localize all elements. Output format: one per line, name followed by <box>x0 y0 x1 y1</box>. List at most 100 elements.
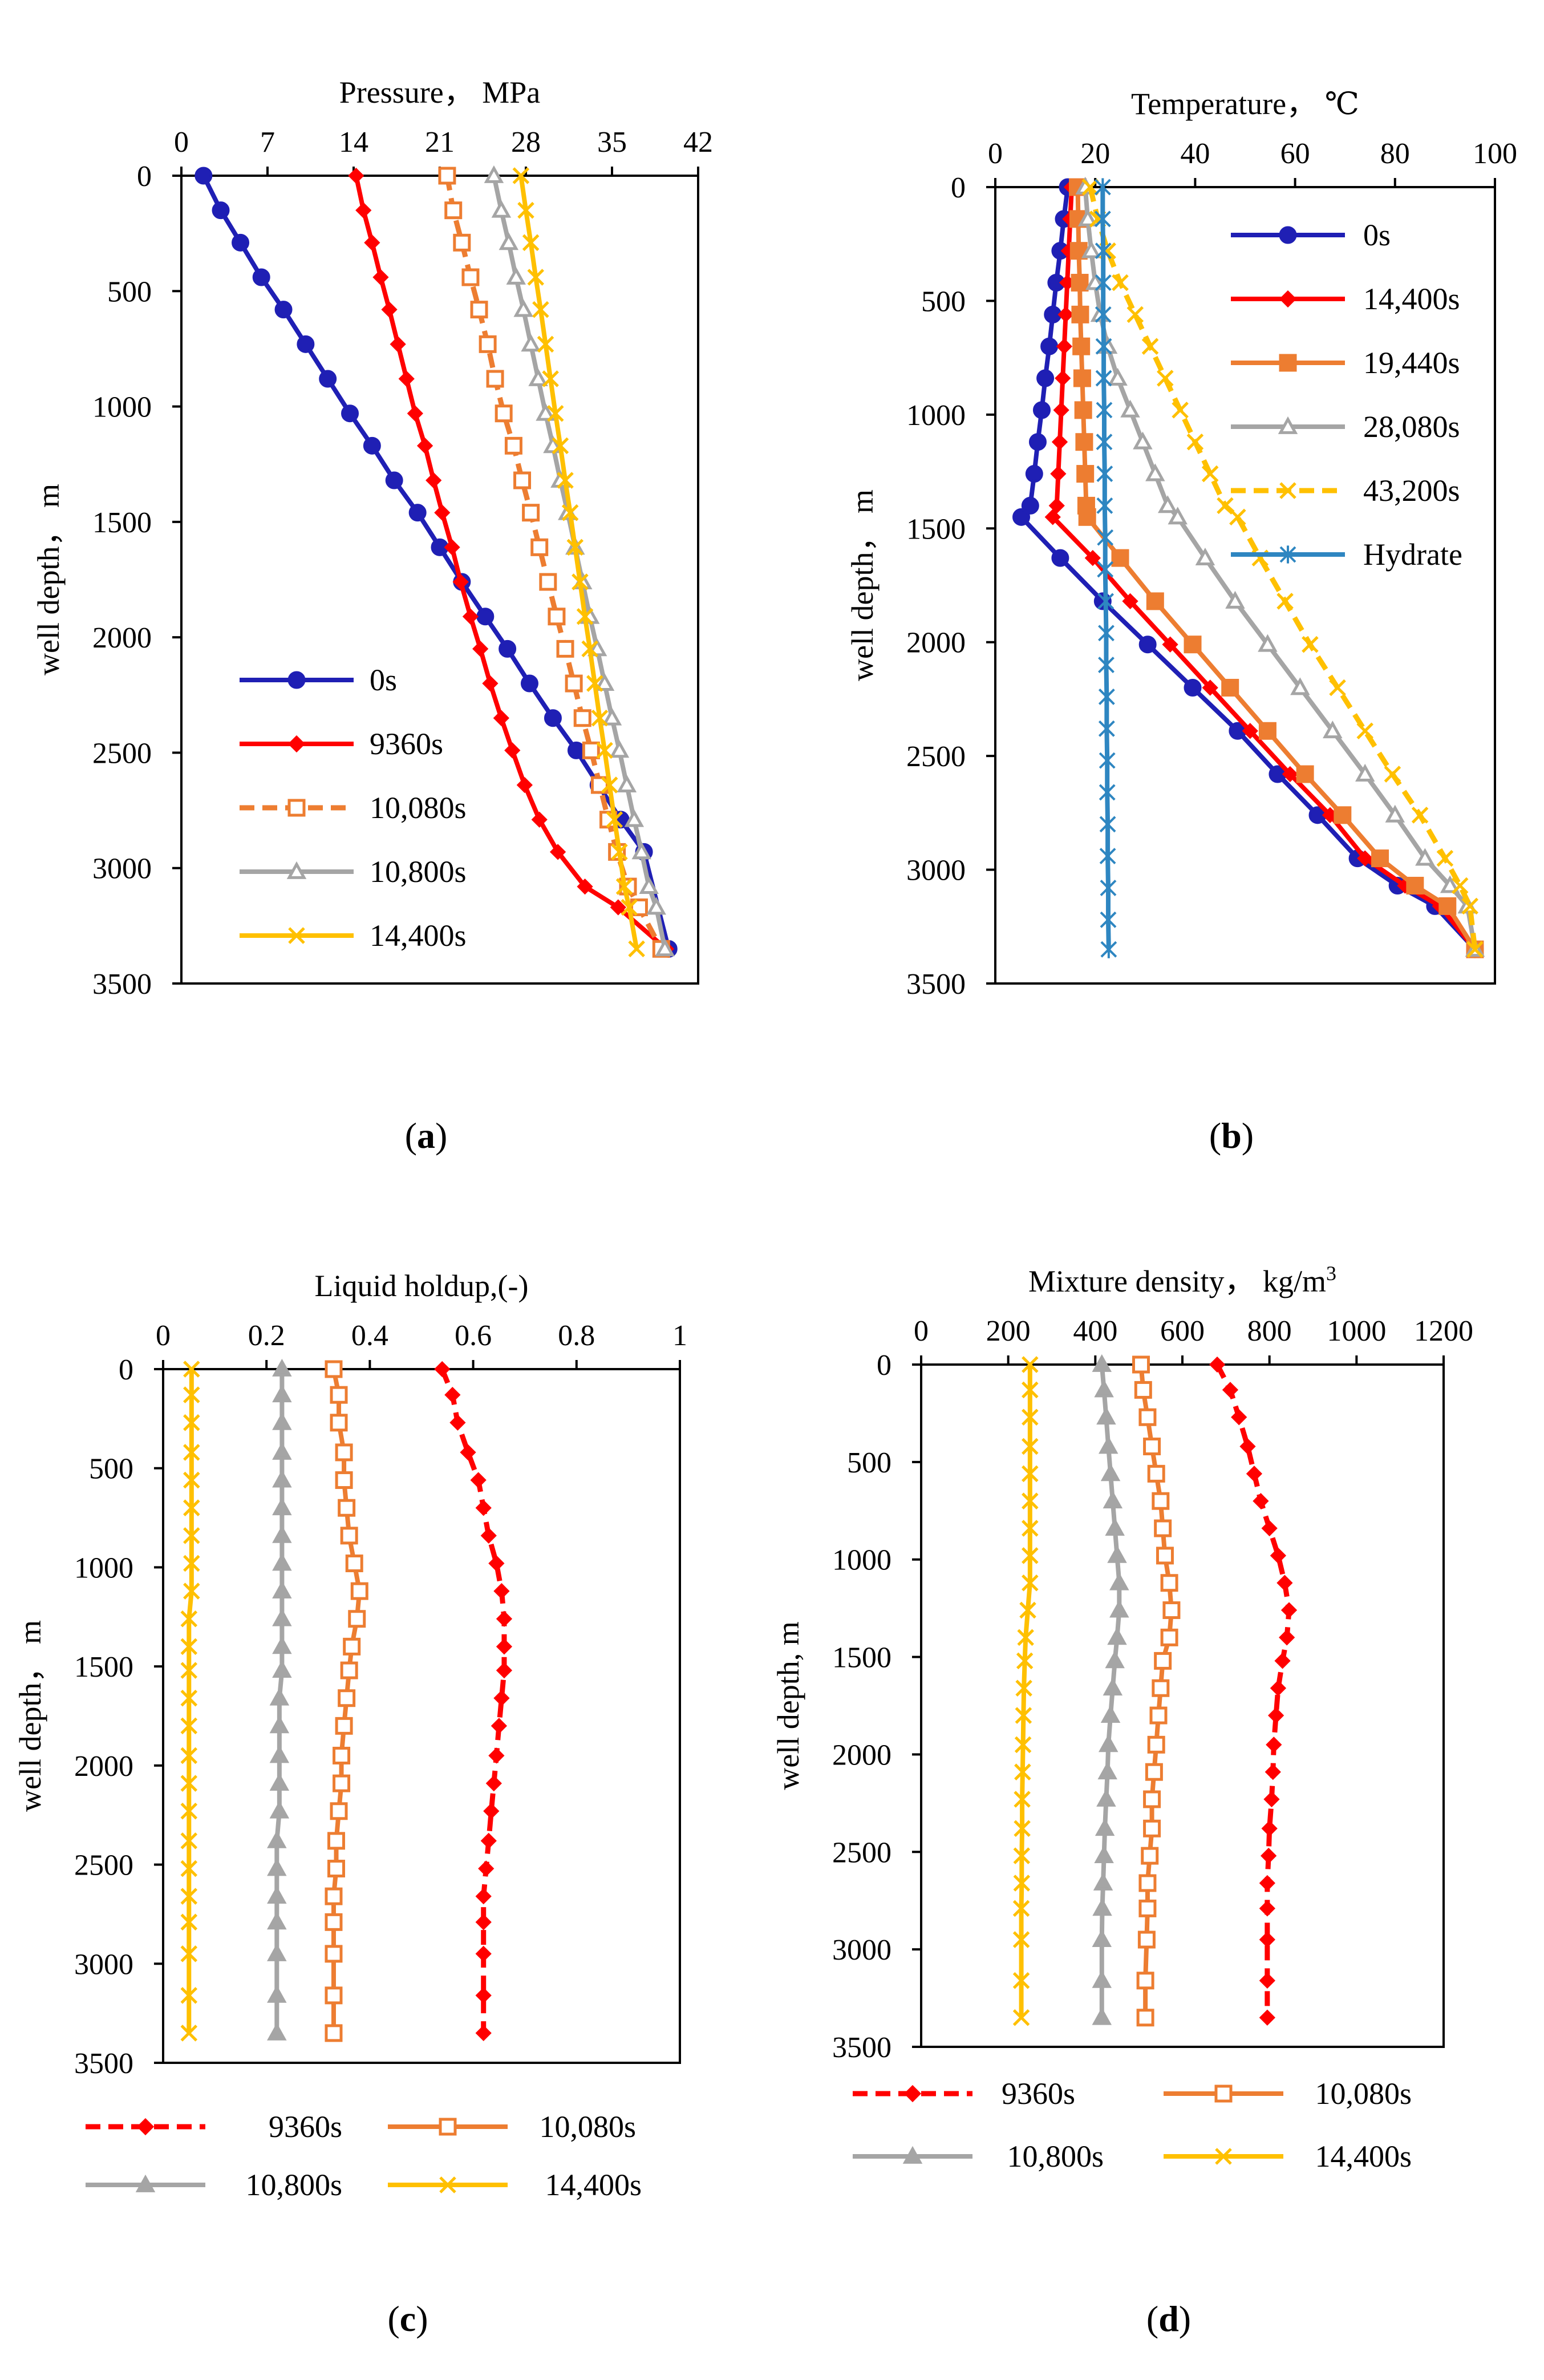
series-14,400s <box>180 1361 200 2042</box>
caption-part: b <box>1221 1115 1242 1156</box>
data-point <box>1019 1601 1036 1619</box>
data-point <box>1012 2009 1030 2026</box>
data-point <box>1014 1791 1031 1808</box>
data-point <box>1225 590 1245 609</box>
legend-label: 9360s <box>370 727 443 761</box>
data-point <box>516 776 533 794</box>
data-point <box>1012 1972 1030 1989</box>
legend-marker <box>1215 2148 1232 2165</box>
data-point <box>327 1832 346 1850</box>
data-point <box>1195 547 1215 566</box>
data-point <box>385 471 403 489</box>
data-point <box>1109 1600 1129 1618</box>
legend: 0s 14,400s 19,440s 28,080s 43,200s Hydrate <box>1231 218 1462 572</box>
data-point <box>547 404 564 422</box>
data-point <box>1265 1764 1281 1780</box>
data-point <box>232 233 250 252</box>
legend-marker <box>1214 2084 1233 2103</box>
data-point <box>480 1527 497 1544</box>
data-point <box>1411 807 1429 824</box>
data-point <box>325 1945 343 1963</box>
data-point <box>1021 496 1039 515</box>
x-tick-label: 0 <box>174 126 189 159</box>
data-point <box>274 301 293 319</box>
y-tick-label: 1500 <box>92 507 152 539</box>
data-point <box>499 639 517 658</box>
data-point <box>1097 560 1114 578</box>
data-point <box>480 1832 497 1849</box>
data-point <box>572 573 589 590</box>
x-tick-label: 28 <box>511 126 541 159</box>
series-14,400s <box>1044 179 1484 958</box>
data-point <box>606 811 623 828</box>
data-point <box>1261 1820 1278 1837</box>
data-point <box>611 843 628 861</box>
data-point <box>1103 1491 1123 1509</box>
data-point <box>1160 1628 1178 1646</box>
data-point <box>1015 1679 1032 1697</box>
legend-marker <box>1279 482 1296 499</box>
data-point <box>504 436 522 455</box>
data-point <box>343 1637 361 1656</box>
data-point <box>1143 1819 1161 1837</box>
y-tick-label: 3500 <box>92 968 152 1001</box>
data-point <box>1053 402 1069 419</box>
x-tick-label: 0 <box>914 1315 929 1347</box>
data-point <box>504 742 521 759</box>
data-point <box>348 167 364 184</box>
legend-label: 10,800s <box>245 2168 342 2202</box>
data-point <box>488 1747 505 1764</box>
y-axis-label: well depth， m <box>13 1620 47 1812</box>
data-point <box>348 1610 366 1628</box>
series-10,080s <box>325 1360 368 2042</box>
data-point <box>639 876 659 894</box>
data-point <box>1279 1629 1295 1646</box>
data-point <box>1096 401 1113 419</box>
data-point <box>532 301 549 318</box>
data-point <box>1157 495 1178 513</box>
data-point <box>1095 369 1112 387</box>
data-point <box>1015 1707 1032 1724</box>
data-point <box>1055 370 1071 387</box>
data-point <box>1100 879 1117 897</box>
data-point <box>1092 1929 1112 1947</box>
data-point <box>272 1442 292 1460</box>
legend-label: 14,400s <box>370 918 467 953</box>
data-point <box>482 675 499 692</box>
series-line <box>354 175 668 951</box>
chart-c: 0 0.2 0.4 0.6 0.8 1 0 500 1000 1500 2000 2500 3000 35… <box>13 1269 687 2339</box>
data-point <box>269 1687 290 1706</box>
legend-marker <box>1278 416 1298 434</box>
data-point <box>581 640 598 658</box>
data-point <box>1138 1899 1157 1917</box>
data-point <box>272 1412 292 1430</box>
data-point <box>1084 550 1101 566</box>
data-point <box>183 1471 200 1489</box>
x-tick-label: 35 <box>597 126 627 159</box>
data-point <box>470 1472 487 1488</box>
y-tick-label: 0 <box>951 172 966 204</box>
data-point <box>363 436 381 455</box>
data-point <box>325 2024 343 2042</box>
data-point <box>486 370 504 388</box>
data-point <box>1097 1762 1117 1780</box>
y-tick-label: 1000 <box>92 391 152 424</box>
data-point <box>180 1913 198 1931</box>
data-point <box>1145 1763 1163 1781</box>
data-point <box>1069 242 1088 260</box>
series-9360s <box>434 1361 513 2042</box>
caption-part: ( <box>1209 1115 1221 1156</box>
data-point <box>591 709 609 727</box>
legend-marker <box>1279 545 1296 564</box>
data-point <box>1036 369 1055 387</box>
data-point <box>1093 1872 1113 1891</box>
data-point <box>1077 208 1098 226</box>
series-line <box>518 175 639 950</box>
series-9360s <box>1209 1356 1298 2026</box>
data-point <box>1108 367 1128 386</box>
data-point <box>496 1610 513 1627</box>
data-point <box>267 2022 287 2041</box>
legend-label: 19,440s <box>1363 346 1460 380</box>
data-point <box>1270 1680 1287 1697</box>
data-point <box>345 1554 363 1572</box>
